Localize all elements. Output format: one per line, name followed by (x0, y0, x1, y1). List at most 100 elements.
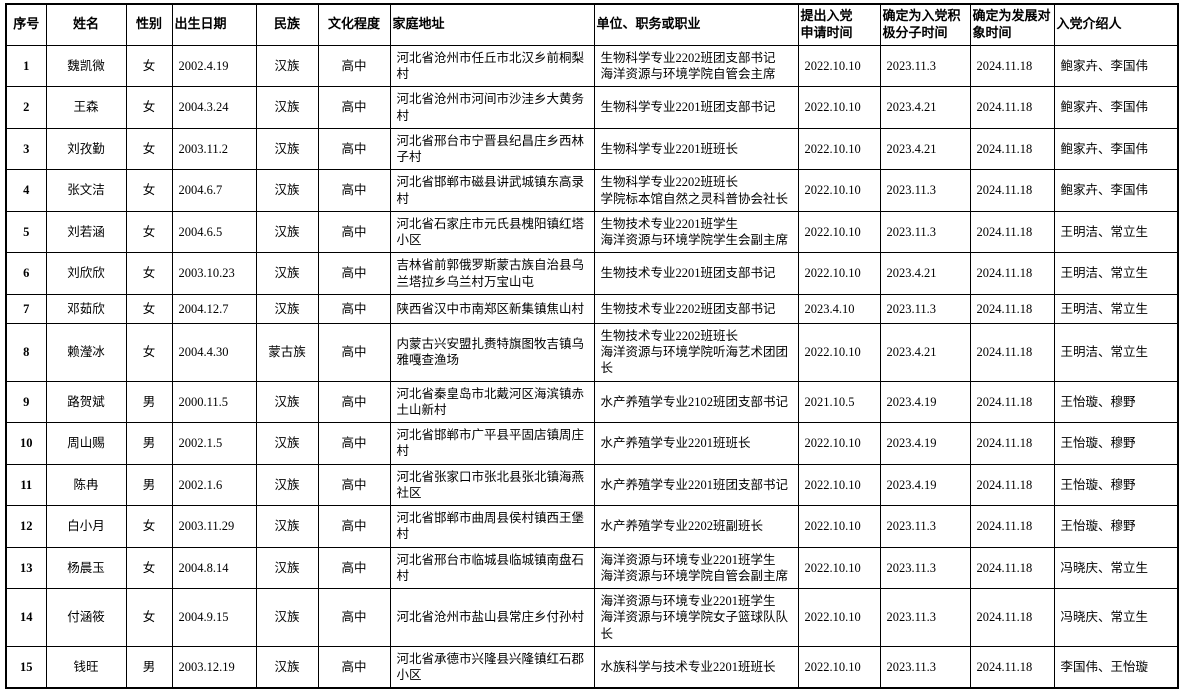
cell-no: 4 (5, 169, 47, 212)
cell-activist: 2023.11.3 (879, 645, 971, 689)
cell-address: 河北省张家口市张北县张北镇海燕社区 (389, 463, 595, 507)
table-row: 3 刘孜勤女 2003.11.2 汉族 高中 河北省邢台市宁晋县纪昌庄乡西林子村 生物科学专… (5, 127, 1179, 171)
cell-no: 14 (5, 588, 47, 647)
cell-introducers: 王明洁、常立生 (1053, 210, 1179, 254)
cell-gender: 男 (125, 422, 173, 465)
cell-address: 内蒙古兴安盟扎赉特旗图牧吉镇乌雅嘎查渔场 (389, 322, 595, 382)
cell-unit: 海洋资源与环境专业2201班学生 海洋资源与环境学院自管会副主席 (593, 546, 799, 590)
cell-gender: 男 (125, 645, 173, 689)
cell-unit: 生物技术专业2202班班长 海洋资源与环境学院听海艺术团团长 (593, 322, 799, 382)
cell-introducers: 鲍家卉、李国伟 (1053, 127, 1179, 171)
cell-gender: 女 (125, 127, 173, 171)
cell-unit: 水产养殖学专业2201班班长 (593, 422, 799, 465)
table-row: 6 刘欣欣女 2003.10.23 汉族 高中 吉林省前郭俄罗斯蒙古族自治县乌兰塔拉乡乌兰… (5, 252, 1179, 295)
cell-activist: 2023.11.3 (879, 293, 971, 324)
cell-activist: 2023.4.19 (879, 422, 971, 465)
cell-unit: 水产养殖学专业2102班团支部书记 (593, 380, 799, 424)
cell-name: 陈冉 (45, 463, 127, 507)
cell-target: 2024.11.18 (969, 127, 1055, 171)
cell-education: 高中 (317, 422, 391, 465)
cell-gender: 女 (125, 252, 173, 295)
cell-introducers: 王明洁、常立生 (1053, 322, 1179, 382)
cell-gender: 女 (125, 293, 173, 324)
cell-birth: 2003.11.2 (171, 127, 257, 171)
header-row: 序号 姓名 性别 出生日期 民族 文化程度 家庭地址 单位、职务或职业 提出入党 申请时间 确定为… (5, 3, 1179, 46)
table-row: 15 钱旺男 2003.12.19 汉族 高中 河北省承德市兴隆县兴隆镇红石郡小区 水族科学… (5, 645, 1179, 689)
cell-unit: 海洋资源与环境专业2201班学生 海洋资源与环境学院女子篮球队队长 (593, 588, 799, 647)
cell-birth: 2003.11.29 (171, 505, 257, 548)
cell-target: 2024.11.18 (969, 169, 1055, 212)
cell-target: 2024.11.18 (969, 252, 1055, 295)
table-row: 9 路贺斌男 2000.11.5 汉族 高中 河北省秦皇岛市北戴河区海滨镇赤土山新村 水产养… (5, 380, 1179, 424)
cell-name: 付涵筱 (45, 588, 127, 647)
cell-name: 赖瀅冰 (45, 322, 127, 382)
cell-apply: 2023.4.10 (797, 293, 881, 324)
cell-unit: 生物技术专业2201班团支部书记 (593, 252, 799, 295)
cell-introducers: 鲍家卉、李国伟 (1053, 169, 1179, 212)
cell-activist: 2023.4.21 (879, 322, 971, 382)
cell-address: 河北省承德市兴隆县兴隆镇红石郡小区 (389, 645, 595, 689)
table-row: 12 白小月女 2003.11.29 汉族 高中 河北省邯郸市曲周县侯村镇西王堡村 水产养殖… (5, 505, 1179, 548)
cell-no: 7 (5, 293, 47, 324)
cell-education: 高中 (317, 380, 391, 424)
cell-education: 高中 (317, 645, 391, 689)
cell-education: 高中 (317, 252, 391, 295)
cell-no: 15 (5, 645, 47, 689)
cell-target: 2024.11.18 (969, 588, 1055, 647)
cell-introducers: 冯晓庆、常立生 (1053, 546, 1179, 590)
cell-introducers: 李国伟、王怡璇 (1053, 645, 1179, 689)
cell-address: 河北省沧州市任丘市北汉乡前桐梨村 (389, 44, 595, 88)
cell-name: 白小月 (45, 505, 127, 548)
cell-ethnicity: 汉族 (255, 463, 319, 507)
cell-ethnicity: 汉族 (255, 210, 319, 254)
cell-name: 周山赐 (45, 422, 127, 465)
table-body: 1 魏凯微女 2002.4.19 汉族 高中 河北省沧州市任丘市北汉乡前桐梨村 生物科学专业… (5, 44, 1179, 689)
cell-introducers: 鲍家卉、李国伟 (1053, 86, 1179, 129)
cell-education: 高中 (317, 44, 391, 88)
column-header-unit: 单位、职务或职业 (593, 3, 799, 46)
column-header-gender: 性别 (125, 3, 173, 46)
cell-address: 河北省邢台市宁晋县纪昌庄乡西林子村 (389, 127, 595, 171)
table-row: 2 王森女 2004.3.24 汉族 高中 河北省沧州市河间市沙洼乡大黄务村 生物科学专业2… (5, 86, 1179, 129)
cell-birth: 2004.8.14 (171, 546, 257, 590)
cell-ethnicity: 汉族 (255, 169, 319, 212)
cell-education: 高中 (317, 322, 391, 382)
cell-unit: 水产养殖学专业2201班团支部书记 (593, 463, 799, 507)
cell-introducers: 王怡璇、穆野 (1053, 422, 1179, 465)
cell-gender: 男 (125, 463, 173, 507)
cell-education: 高中 (317, 169, 391, 212)
cell-gender: 女 (125, 322, 173, 382)
cell-address: 河北省沧州市河间市沙洼乡大黄务村 (389, 86, 595, 129)
cell-unit: 水产养殖学专业2202班副班长 (593, 505, 799, 548)
cell-activist: 2023.11.3 (879, 505, 971, 548)
cell-name: 杨晨玉 (45, 546, 127, 590)
cell-name: 魏凯微 (45, 44, 127, 88)
cell-no: 2 (5, 86, 47, 129)
cell-ethnicity: 汉族 (255, 588, 319, 647)
cell-name: 刘孜勤 (45, 127, 127, 171)
cell-education: 高中 (317, 127, 391, 171)
column-header-no: 序号 (5, 3, 47, 46)
cell-education: 高中 (317, 86, 391, 129)
cell-activist: 2023.4.21 (879, 86, 971, 129)
cell-unit: 生物技术专业2202班团支部书记 (593, 293, 799, 324)
cell-ethnicity: 蒙古族 (255, 322, 319, 382)
cell-ethnicity: 汉族 (255, 422, 319, 465)
cell-activist: 2023.4.19 (879, 380, 971, 424)
cell-unit: 生物科学专业2202班班长 学院标本馆自然之灵科普协会社长 (593, 169, 799, 212)
cell-activist: 2023.11.3 (879, 169, 971, 212)
cell-gender: 女 (125, 86, 173, 129)
table-row: 5 刘若涵女 2004.6.5 汉族 高中 河北省石家庄市元氏县槐阳镇红塔小区 生物技术专业… (5, 210, 1179, 254)
cell-address: 河北省邢台市临城县临城镇南盘石村 (389, 546, 595, 590)
cell-birth: 2004.6.5 (171, 210, 257, 254)
cell-apply: 2022.10.10 (797, 645, 881, 689)
cell-activist: 2023.4.21 (879, 127, 971, 171)
cell-ethnicity: 汉族 (255, 546, 319, 590)
cell-name: 王森 (45, 86, 127, 129)
cell-apply: 2022.10.10 (797, 322, 881, 382)
cell-address: 河北省邯郸市曲周县侯村镇西王堡村 (389, 505, 595, 548)
column-header-activist: 确定为入党积 极分子时间 (879, 3, 971, 46)
cell-birth: 2003.10.23 (171, 252, 257, 295)
cell-birth: 2004.4.30 (171, 322, 257, 382)
cell-ethnicity: 汉族 (255, 505, 319, 548)
